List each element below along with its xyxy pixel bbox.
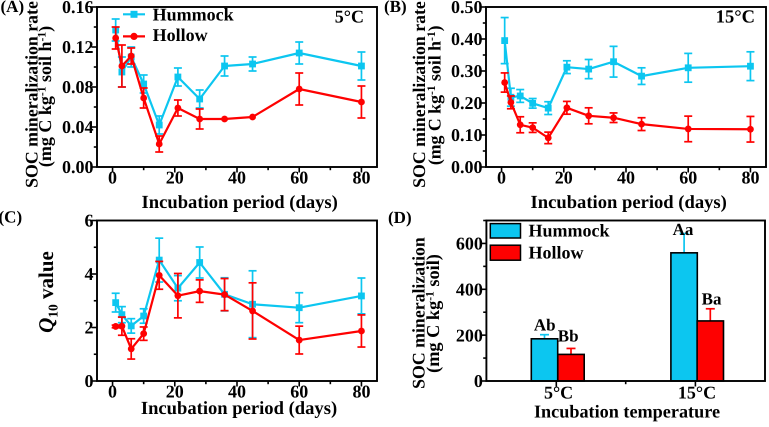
svg-text:0.16: 0.16 <box>62 0 94 17</box>
svg-text:Incubation period (days): Incubation period (days) <box>142 192 338 213</box>
svg-text:Hollow: Hollow <box>529 243 584 263</box>
svg-text:2: 2 <box>85 318 94 338</box>
svg-text:20: 20 <box>555 167 573 187</box>
svg-text:0.40: 0.40 <box>451 29 483 49</box>
svg-text:Incubation period (days): Incubation period (days) <box>531 192 727 213</box>
svg-text:0: 0 <box>497 167 506 187</box>
svg-text:Bb: Bb <box>558 327 579 346</box>
svg-text:15°C: 15°C <box>678 382 716 402</box>
svg-text:60: 60 <box>290 381 308 401</box>
svg-text:0.04: 0.04 <box>62 117 94 137</box>
svg-text:0.00: 0.00 <box>62 157 94 177</box>
svg-text:SOC mineralization rate: SOC mineralization rate <box>22 1 42 188</box>
svg-text:Ab: Ab <box>534 316 556 335</box>
svg-text:0.50: 0.50 <box>451 0 483 17</box>
svg-text:6: 6 <box>85 211 94 231</box>
svg-text:Aa: Aa <box>673 220 694 239</box>
svg-text:20: 20 <box>166 381 184 401</box>
svg-text:40: 40 <box>228 381 246 401</box>
svg-text:0.10: 0.10 <box>451 125 483 145</box>
svg-text:0.12: 0.12 <box>62 37 94 57</box>
svg-text:600: 600 <box>456 234 483 254</box>
svg-text:Incubation period (days): Incubation period (days) <box>141 398 337 419</box>
svg-text:Hollow: Hollow <box>153 25 208 45</box>
svg-text:(mg C kg-1​ soil h-1​): (mg C kg-1​ soil h-1​) <box>35 26 55 167</box>
svg-text:0.08: 0.08 <box>62 77 94 97</box>
svg-text:80: 80 <box>352 381 370 401</box>
svg-text:(B): (B) <box>384 0 407 16</box>
svg-text:Ba: Ba <box>702 290 722 309</box>
svg-text:40: 40 <box>617 167 635 187</box>
svg-text:Hummock: Hummock <box>153 4 234 24</box>
svg-text:200: 200 <box>456 325 483 345</box>
svg-text:SOC mineralization: SOC mineralization <box>409 237 429 389</box>
svg-text:20: 20 <box>166 167 184 187</box>
svg-text:Incubation temperature: Incubation temperature <box>534 401 720 421</box>
svg-text:Hummock: Hummock <box>529 221 610 241</box>
svg-text:0.00: 0.00 <box>451 157 483 177</box>
svg-text:5°C: 5°C <box>335 6 364 26</box>
svg-text:Q10 value: Q10 value <box>34 251 61 333</box>
svg-text:0: 0 <box>85 371 94 391</box>
svg-text:60: 60 <box>679 167 697 187</box>
svg-text:15°C: 15°C <box>716 7 755 27</box>
svg-text:400: 400 <box>456 279 483 299</box>
svg-text:(D): (D) <box>388 208 412 227</box>
svg-text:0.30: 0.30 <box>451 61 483 81</box>
svg-text:80: 80 <box>352 167 370 187</box>
svg-text:0.20: 0.20 <box>451 93 483 113</box>
svg-text:0: 0 <box>108 381 117 401</box>
svg-text:40: 40 <box>228 167 246 187</box>
svg-text:(A): (A) <box>1 0 25 16</box>
svg-text:4: 4 <box>85 264 94 284</box>
svg-text:0: 0 <box>108 167 117 187</box>
svg-text:80: 80 <box>741 167 759 187</box>
svg-text:60: 60 <box>290 167 308 187</box>
svg-text:(C): (C) <box>0 208 22 227</box>
svg-text:SOC mineralization rate: SOC mineralization rate <box>409 1 429 188</box>
svg-text:(mg C kg-1​ soil): (mg C kg-1​ soil) <box>423 254 444 373</box>
svg-text:5°C: 5°C <box>544 382 573 402</box>
svg-text:(mg C kg-1​ soil h-1​): (mg C kg-1​ soil h-1​) <box>425 25 445 165</box>
svg-text:0: 0 <box>474 371 483 391</box>
